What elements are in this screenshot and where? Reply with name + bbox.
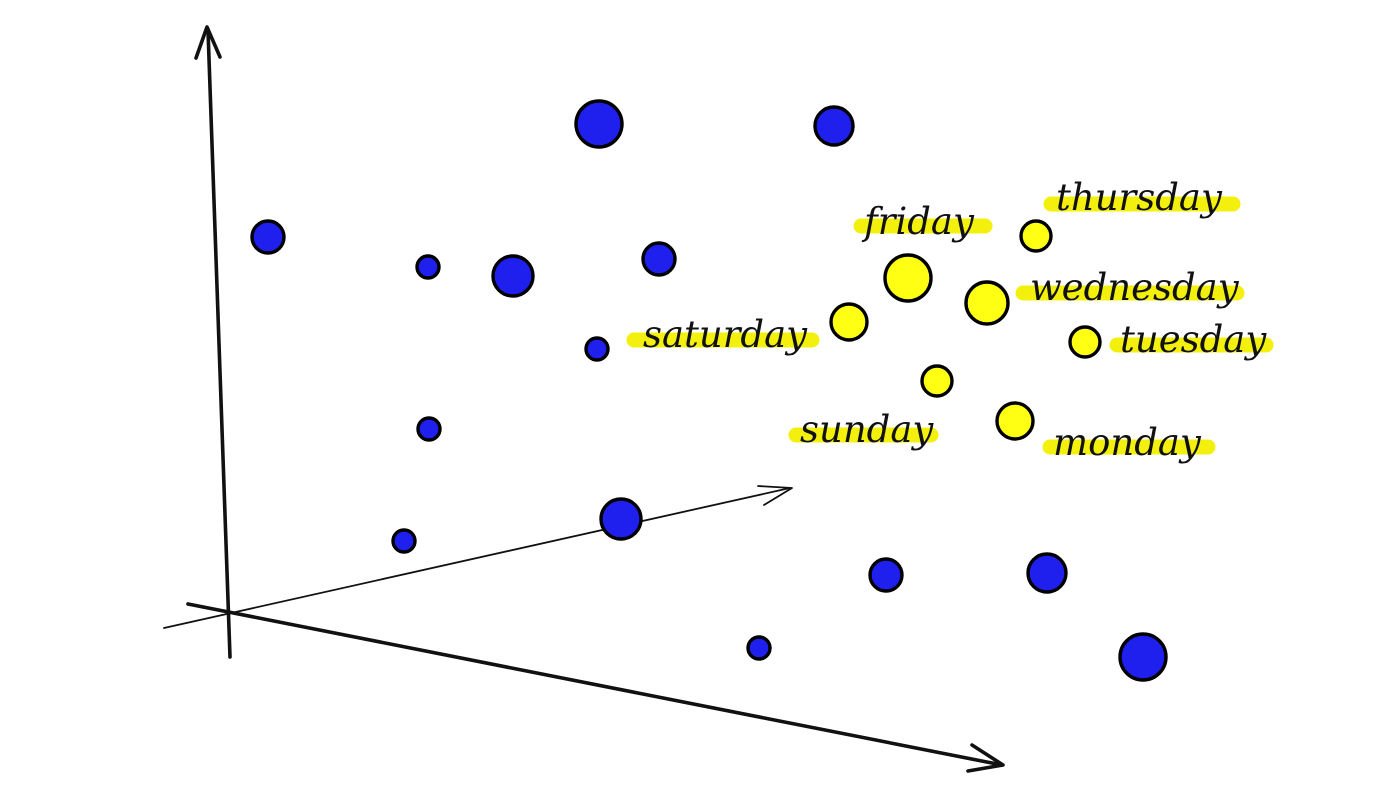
tuesday-label: tuesday: [1120, 318, 1267, 361]
point: [1118, 632, 1168, 682]
point: [641, 241, 677, 277]
sunday-point: [920, 364, 954, 398]
monday-point: [995, 401, 1035, 441]
point: [250, 219, 286, 255]
point: [868, 557, 904, 593]
word-labels: friday thursday wednesday saturday tuesd…: [643, 176, 1267, 464]
other-word-points: [250, 99, 1168, 682]
depth-axis: [163, 487, 791, 629]
horizontal-axis-arrowhead: [966, 743, 1005, 773]
weekday-points: [829, 219, 1102, 441]
monday-label: monday: [1053, 421, 1202, 464]
point: [416, 416, 442, 442]
saturday-label: saturday: [643, 313, 808, 356]
point: [813, 105, 855, 147]
wednesday-point: [964, 280, 1010, 326]
vertical-axis-arrowhead: [194, 25, 222, 60]
label-highlights: [626, 196, 1274, 455]
thursday-label: thursday: [1056, 176, 1223, 219]
horizontal-axis: [186, 602, 1004, 767]
point: [599, 497, 643, 541]
point: [1026, 552, 1068, 594]
saturday-point: [829, 302, 869, 342]
depth-axis-arrowhead: [757, 485, 793, 506]
sunday-label: sunday: [800, 408, 934, 451]
tuesday-point: [1068, 325, 1102, 359]
wednesday-label: wednesday: [1030, 266, 1240, 309]
point: [415, 254, 441, 280]
point: [391, 528, 417, 554]
point: [574, 99, 624, 149]
point: [584, 336, 610, 362]
friday-label: friday: [861, 200, 975, 243]
point: [491, 254, 535, 298]
vertical-axis: [206, 28, 232, 659]
thursday-point: [1019, 219, 1053, 253]
point: [746, 635, 772, 661]
axes: [163, 25, 1005, 773]
friday-point: [883, 253, 933, 303]
